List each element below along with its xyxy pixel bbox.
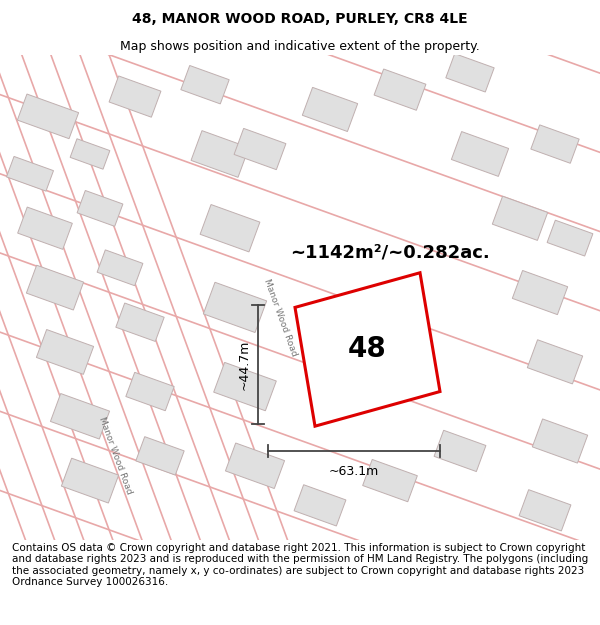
Polygon shape (70, 139, 110, 169)
Polygon shape (519, 489, 571, 531)
Polygon shape (136, 437, 184, 475)
Polygon shape (294, 485, 346, 526)
Polygon shape (7, 156, 53, 191)
Text: ~63.1m: ~63.1m (329, 465, 379, 478)
Polygon shape (17, 207, 73, 249)
Polygon shape (451, 132, 509, 176)
Polygon shape (126, 372, 174, 411)
Polygon shape (26, 265, 83, 310)
Polygon shape (214, 362, 277, 411)
Polygon shape (191, 131, 249, 178)
Polygon shape (295, 272, 440, 426)
Polygon shape (61, 458, 119, 503)
Text: Manor Wood Road: Manor Wood Road (97, 416, 133, 496)
Text: Manor Wood Road: Manor Wood Road (262, 278, 298, 358)
Text: ~1142m²/~0.282ac.: ~1142m²/~0.282ac. (290, 244, 490, 262)
Polygon shape (50, 394, 110, 439)
Polygon shape (512, 271, 568, 314)
Polygon shape (374, 69, 426, 110)
Polygon shape (532, 419, 587, 463)
Text: Map shows position and indicative extent of the property.: Map shows position and indicative extent… (120, 39, 480, 52)
Polygon shape (531, 125, 579, 163)
Polygon shape (97, 250, 143, 286)
Polygon shape (527, 340, 583, 384)
Polygon shape (17, 94, 79, 139)
Polygon shape (362, 459, 418, 502)
Polygon shape (547, 220, 593, 256)
Polygon shape (226, 443, 284, 489)
Polygon shape (203, 282, 266, 332)
Polygon shape (37, 329, 94, 374)
Text: 48, MANOR WOOD ROAD, PURLEY, CR8 4LE: 48, MANOR WOOD ROAD, PURLEY, CR8 4LE (132, 12, 468, 26)
Polygon shape (493, 196, 548, 241)
Text: Contains OS data © Crown copyright and database right 2021. This information is : Contains OS data © Crown copyright and d… (12, 542, 588, 588)
Polygon shape (200, 204, 260, 252)
Polygon shape (109, 76, 161, 118)
Text: 48: 48 (348, 336, 387, 364)
Polygon shape (434, 430, 486, 471)
Polygon shape (446, 54, 494, 92)
Polygon shape (77, 191, 123, 226)
Text: ~44.7m: ~44.7m (238, 339, 251, 390)
Polygon shape (181, 66, 229, 104)
Polygon shape (234, 128, 286, 169)
Polygon shape (116, 303, 164, 341)
Polygon shape (302, 88, 358, 131)
